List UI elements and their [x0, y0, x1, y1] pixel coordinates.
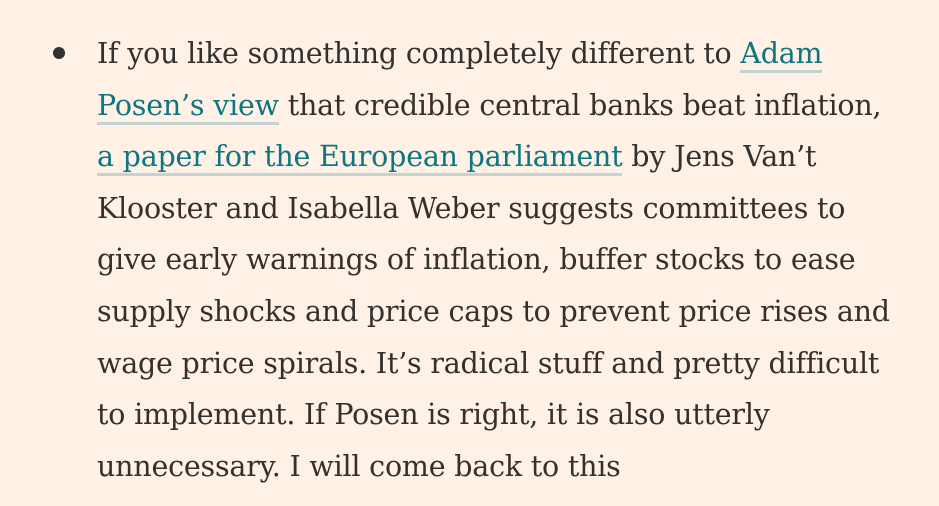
text-segment: Klooster and Isabella Weber suggests com… [97, 191, 846, 225]
text-segment: wage price spirals. It’s radical stuff a… [97, 346, 880, 380]
text-segment: to implement. If Posen is right, it is a… [97, 398, 770, 432]
text-segment: that credible central banks beat inflati… [278, 88, 882, 122]
text-line: If you like something completely differe… [97, 28, 897, 80]
text-line: supply shocks and price caps to prevent … [97, 286, 897, 338]
text-segment: by Jens Van’t [622, 140, 817, 174]
text-line: Posen’s view that credible central banks… [97, 80, 897, 132]
text-segment: supply shocks and price caps to prevent … [97, 294, 890, 328]
text-line: wage price spirals. It’s radical stuff a… [97, 338, 897, 390]
text-line: unnecessary. I will come back to this [97, 441, 897, 493]
bullet-text: If you like something completely differe… [97, 28, 897, 492]
adam-posen-view-link[interactable]: Adam [740, 37, 823, 73]
text-segment: give early warnings of inflation, buffer… [97, 243, 856, 277]
text-segment: If you like something completely differe… [97, 37, 741, 70]
text-line: give early warnings of inflation, buffer… [97, 234, 897, 286]
adam-posen-view-link[interactable]: Posen’s view [97, 88, 279, 125]
european-parliament-paper-link[interactable]: a paper for the European parliament [97, 140, 623, 177]
bullet-list: If you like something completely differe… [0, 28, 897, 492]
text-line: Klooster and Isabella Weber suggests com… [97, 183, 897, 235]
bullet-item: If you like something completely differe… [0, 28, 897, 492]
bullet-dot-icon [53, 47, 65, 59]
text-line: a paper for the European parliament by J… [97, 131, 897, 183]
text-line: to implement. If Posen is right, it is a… [97, 389, 897, 441]
text-segment: unnecessary. I will come back to this [97, 449, 621, 483]
